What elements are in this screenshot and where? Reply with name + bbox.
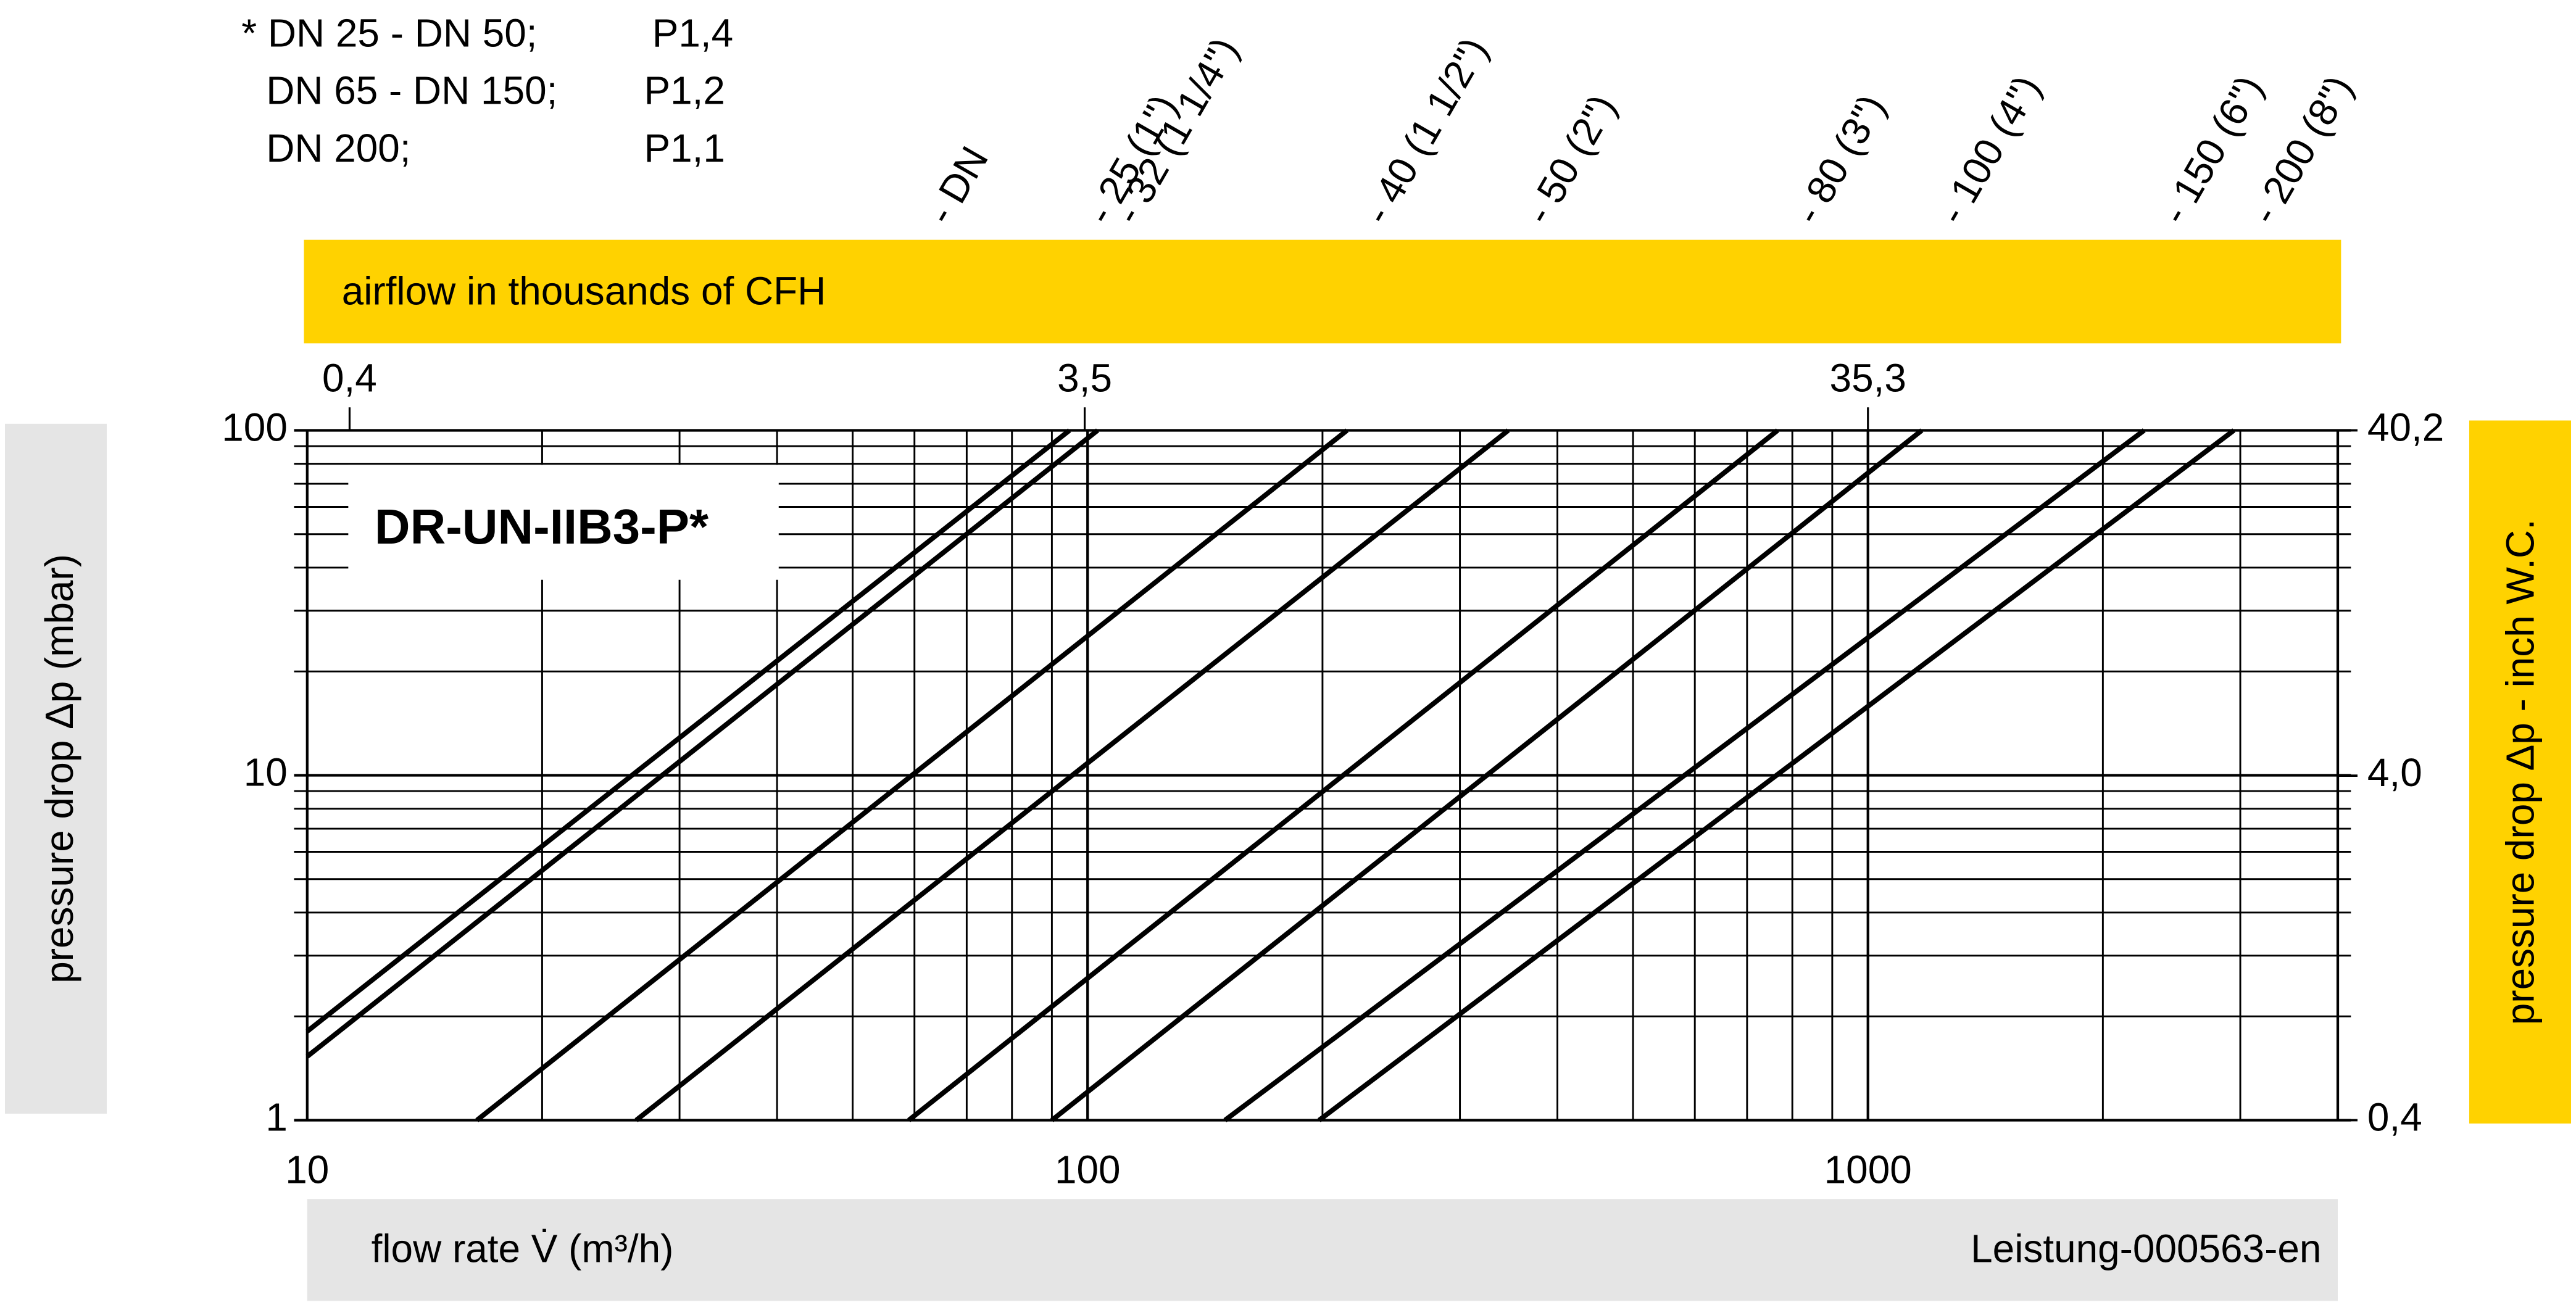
y2-tick-label: 0,4 (2367, 1095, 2422, 1139)
x2-tick-label: 35,3 (1830, 355, 1906, 400)
y-tick-label: 10 (244, 750, 288, 794)
y2-label: pressure drop Δp - inch W.C. (2498, 519, 2543, 1025)
dn-header: - DN (918, 139, 997, 231)
x2-band (304, 239, 2341, 344)
note-text: DN 65 - DN 150; (266, 68, 557, 113)
y-tick-label: 100 (222, 405, 288, 449)
note-value: P1,1 (644, 126, 725, 170)
chart-title: DR-UN-IIB3-P* (375, 499, 708, 554)
series-label: - 40 (1 1/2") (1355, 30, 1497, 231)
series-line (1050, 428, 1924, 1122)
series-line (305, 428, 1099, 1059)
note-text: DN 200; (266, 126, 410, 170)
series-label: - 100 (4") (1929, 68, 2049, 231)
series-label: - 50 (2") (1516, 87, 1625, 231)
title-box (348, 465, 779, 580)
footer: Leistung-000563-en (1971, 1226, 2321, 1270)
x-band (307, 1199, 2338, 1301)
y-label: pressure drop Δp (mbar) (37, 554, 81, 984)
x2-tick-label: 0,4 (322, 355, 377, 400)
series-line (1317, 428, 2236, 1122)
y-band (4, 423, 107, 1114)
series-line (305, 428, 1071, 1034)
series-label: - 80 (3") (1785, 87, 1895, 231)
y-tick-label: 1 (265, 1095, 288, 1139)
series-line (1223, 428, 2146, 1122)
x2-tick-label: 3,5 (1057, 355, 1112, 400)
series-line (475, 428, 1349, 1122)
y2-tick-label: 4,0 (2367, 750, 2422, 795)
series-line (634, 428, 1510, 1122)
y2-tick-label: 40,2 (2367, 405, 2444, 449)
x-tick-label: 1000 (1824, 1148, 1912, 1192)
x-tick-label: 100 (1055, 1148, 1121, 1192)
x-tick-label: 10 (285, 1148, 329, 1192)
x2-label: airflow in thousands of CFH (342, 268, 826, 313)
series-line (907, 428, 1779, 1122)
x-label: flow rate V̇ (m³/h) (372, 1226, 674, 1270)
y2-band (2469, 420, 2572, 1124)
note-text: * DN 25 - DN 50; (241, 10, 537, 55)
note-value: P1,4 (652, 10, 733, 55)
note-value: P1,2 (644, 68, 725, 113)
